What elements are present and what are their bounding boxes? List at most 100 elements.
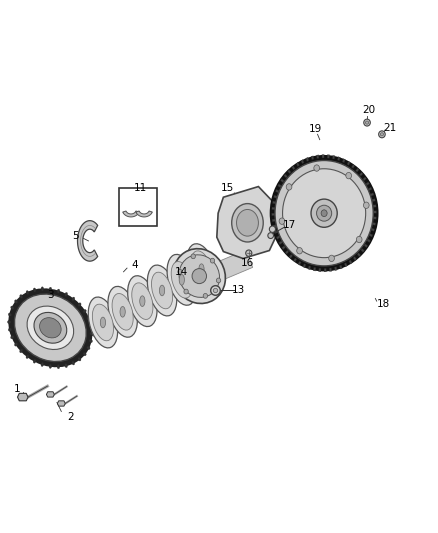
Polygon shape xyxy=(78,221,98,261)
Ellipse shape xyxy=(20,295,23,298)
Ellipse shape xyxy=(14,300,18,303)
Polygon shape xyxy=(278,184,281,188)
Polygon shape xyxy=(284,174,287,178)
Polygon shape xyxy=(342,159,346,163)
Ellipse shape xyxy=(171,262,192,298)
Ellipse shape xyxy=(357,236,362,243)
Polygon shape xyxy=(329,268,332,271)
Polygon shape xyxy=(344,263,347,267)
Text: 14: 14 xyxy=(175,267,188,277)
Polygon shape xyxy=(372,222,376,225)
Ellipse shape xyxy=(72,297,75,301)
Ellipse shape xyxy=(365,121,368,124)
Ellipse shape xyxy=(152,272,173,309)
Polygon shape xyxy=(371,193,374,196)
Ellipse shape xyxy=(39,318,61,338)
Polygon shape xyxy=(289,254,293,259)
Ellipse shape xyxy=(14,294,86,361)
Ellipse shape xyxy=(279,218,285,224)
Ellipse shape xyxy=(346,173,352,179)
Ellipse shape xyxy=(127,276,157,327)
Polygon shape xyxy=(298,261,301,265)
Ellipse shape xyxy=(65,364,67,368)
Ellipse shape xyxy=(20,349,23,353)
Polygon shape xyxy=(274,195,277,198)
Ellipse shape xyxy=(187,244,216,295)
Ellipse shape xyxy=(364,119,370,126)
Polygon shape xyxy=(363,177,367,181)
Polygon shape xyxy=(368,187,372,191)
Polygon shape xyxy=(347,161,350,165)
Ellipse shape xyxy=(173,249,226,303)
Ellipse shape xyxy=(378,131,385,138)
Polygon shape xyxy=(318,268,321,272)
Ellipse shape xyxy=(57,289,60,293)
Ellipse shape xyxy=(26,354,29,359)
Polygon shape xyxy=(327,155,330,158)
Polygon shape xyxy=(272,207,275,209)
Polygon shape xyxy=(57,401,65,406)
Text: 20: 20 xyxy=(363,106,376,115)
Text: 4: 4 xyxy=(131,261,138,270)
Ellipse shape xyxy=(89,340,92,343)
Polygon shape xyxy=(46,392,54,397)
Polygon shape xyxy=(282,246,286,249)
Ellipse shape xyxy=(92,304,113,341)
Ellipse shape xyxy=(89,325,92,328)
Text: 16: 16 xyxy=(241,259,254,268)
Ellipse shape xyxy=(11,306,14,310)
Ellipse shape xyxy=(211,286,220,295)
Polygon shape xyxy=(311,156,314,160)
Ellipse shape xyxy=(8,313,12,316)
Polygon shape xyxy=(324,269,326,272)
Ellipse shape xyxy=(179,274,184,285)
Ellipse shape xyxy=(192,269,207,284)
Ellipse shape xyxy=(42,320,59,335)
Text: 19: 19 xyxy=(309,124,322,134)
Ellipse shape xyxy=(87,317,97,336)
Polygon shape xyxy=(369,233,373,237)
Ellipse shape xyxy=(132,283,153,319)
Polygon shape xyxy=(18,393,28,401)
Ellipse shape xyxy=(14,343,18,346)
Polygon shape xyxy=(361,248,364,253)
Text: 15: 15 xyxy=(221,183,234,192)
Polygon shape xyxy=(371,228,374,231)
Ellipse shape xyxy=(78,303,81,306)
Polygon shape xyxy=(373,205,376,207)
Ellipse shape xyxy=(83,352,86,356)
Ellipse shape xyxy=(49,364,52,368)
Bar xyxy=(119,188,157,226)
Ellipse shape xyxy=(159,285,165,296)
Polygon shape xyxy=(360,172,363,176)
Ellipse shape xyxy=(213,288,218,293)
Ellipse shape xyxy=(321,210,327,216)
Ellipse shape xyxy=(8,328,12,331)
Ellipse shape xyxy=(283,169,366,257)
Ellipse shape xyxy=(199,264,204,274)
Ellipse shape xyxy=(268,232,273,238)
Ellipse shape xyxy=(100,317,106,328)
Ellipse shape xyxy=(246,250,252,256)
Ellipse shape xyxy=(179,255,219,297)
Ellipse shape xyxy=(364,202,369,208)
Polygon shape xyxy=(306,157,309,161)
Polygon shape xyxy=(287,169,291,174)
Ellipse shape xyxy=(184,289,188,294)
Ellipse shape xyxy=(275,160,373,266)
Ellipse shape xyxy=(328,255,334,262)
Ellipse shape xyxy=(90,332,93,335)
Polygon shape xyxy=(317,155,319,158)
Polygon shape xyxy=(123,211,139,217)
Polygon shape xyxy=(322,155,324,158)
Polygon shape xyxy=(313,267,316,271)
Ellipse shape xyxy=(10,289,91,366)
Ellipse shape xyxy=(112,294,133,330)
Polygon shape xyxy=(373,217,376,220)
Ellipse shape xyxy=(78,357,81,361)
Ellipse shape xyxy=(7,320,11,324)
Ellipse shape xyxy=(191,254,195,259)
Polygon shape xyxy=(372,199,375,201)
Polygon shape xyxy=(366,182,370,185)
Ellipse shape xyxy=(41,287,44,291)
